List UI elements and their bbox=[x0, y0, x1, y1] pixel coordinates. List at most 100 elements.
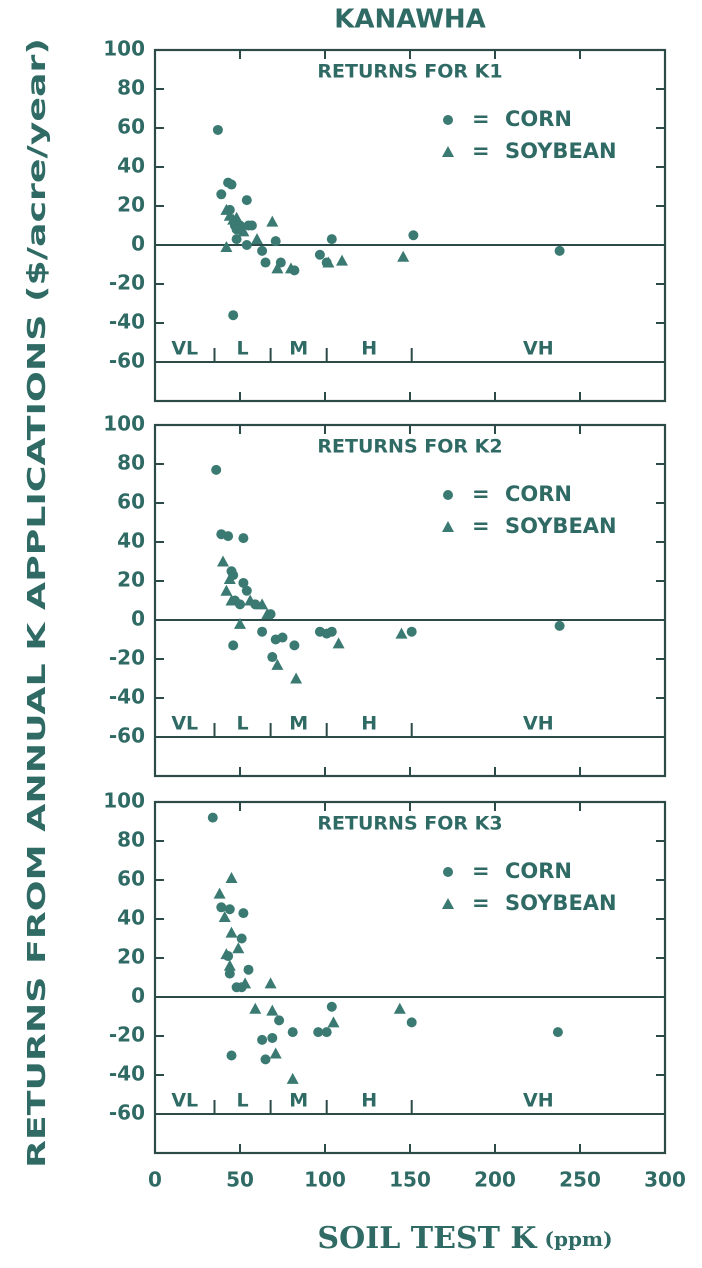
soybean-point bbox=[271, 262, 284, 274]
soybean-point bbox=[251, 233, 263, 245]
corn-point bbox=[406, 1017, 417, 1028]
soybean-point bbox=[225, 594, 238, 606]
soybean-point bbox=[220, 240, 233, 252]
soybean-point bbox=[269, 1047, 282, 1059]
soybean-point bbox=[266, 215, 279, 227]
soil-class-label: H bbox=[361, 1090, 377, 1112]
corn-point bbox=[212, 124, 223, 135]
y-tick-label: 100 bbox=[103, 789, 145, 813]
corn-point bbox=[260, 257, 271, 268]
corn-point bbox=[241, 240, 252, 250]
panel-title: RETURNS FOR K3 bbox=[317, 813, 502, 835]
soil-class-label: L bbox=[236, 713, 248, 735]
y-tick-label: 100 bbox=[103, 412, 145, 436]
x-tick-label: 200 bbox=[474, 1168, 516, 1192]
soil-class-label: M bbox=[289, 1090, 308, 1112]
y-tick-label: 80 bbox=[117, 451, 145, 475]
legend-label: SOYBEAN bbox=[505, 891, 617, 915]
legend-label: CORN bbox=[505, 482, 572, 506]
corn-point bbox=[211, 464, 222, 475]
y-tick-label: 0 bbox=[131, 607, 145, 631]
soybean-point bbox=[239, 977, 252, 989]
soybean-point bbox=[332, 637, 345, 649]
soybean-point bbox=[225, 872, 238, 884]
corn-point bbox=[224, 968, 235, 979]
corn-point bbox=[277, 632, 288, 643]
soybean-point bbox=[232, 942, 245, 954]
soybean-point bbox=[225, 926, 238, 938]
soybean-point bbox=[217, 555, 229, 567]
y-tick-label: -40 bbox=[109, 1062, 145, 1086]
panel-title: RETURNS FOR K2 bbox=[317, 436, 502, 458]
corn-point bbox=[326, 1001, 337, 1012]
y-tick-label: 0 bbox=[131, 984, 145, 1008]
corn-point bbox=[228, 640, 239, 651]
legend-separator: = bbox=[472, 107, 490, 131]
soybean-point bbox=[290, 672, 303, 684]
corn-point bbox=[235, 599, 245, 610]
legend-marker bbox=[442, 521, 454, 532]
x-axis-label: SOIL TEST K (ppm) bbox=[317, 1221, 612, 1256]
corn-point bbox=[406, 626, 417, 637]
soybean-point bbox=[261, 608, 274, 620]
soybean-point bbox=[322, 256, 335, 268]
legend-marker bbox=[442, 898, 454, 909]
corn-point bbox=[552, 1027, 563, 1038]
corn-point bbox=[267, 1032, 278, 1043]
corn-point bbox=[274, 1015, 285, 1026]
x-tick-label: 150 bbox=[389, 1168, 431, 1192]
corn-point bbox=[554, 245, 565, 256]
corn-point bbox=[314, 249, 325, 260]
soybean-point bbox=[336, 254, 348, 266]
corn-point bbox=[226, 179, 237, 190]
x-tick-label: 50 bbox=[226, 1168, 254, 1192]
x-tick-label: 100 bbox=[304, 1168, 346, 1192]
legend-marker bbox=[443, 490, 453, 500]
corn-point bbox=[226, 1050, 237, 1061]
corn-point bbox=[241, 585, 252, 596]
y-tick-label: 60 bbox=[117, 115, 145, 139]
soil-class-label: VH bbox=[523, 1090, 554, 1112]
corn-point bbox=[241, 195, 252, 206]
y-tick-label: -60 bbox=[109, 1101, 145, 1125]
soybean-point bbox=[220, 948, 233, 960]
legend-marker bbox=[443, 867, 453, 877]
soybean-point bbox=[256, 598, 269, 610]
soybean-point bbox=[395, 627, 408, 639]
legend-label: CORN bbox=[505, 859, 572, 883]
soybean-point bbox=[286, 1072, 299, 1084]
soil-class-label: H bbox=[361, 713, 377, 735]
legend-separator: = bbox=[472, 139, 490, 163]
y-tick-label: 80 bbox=[117, 828, 145, 852]
y-tick-label: 60 bbox=[117, 490, 145, 514]
soybean-point bbox=[264, 977, 277, 989]
corn-point bbox=[289, 640, 300, 651]
soybean-point bbox=[230, 211, 243, 223]
y-tick-label: -20 bbox=[109, 1023, 145, 1047]
soil-class-label: VL bbox=[171, 713, 198, 735]
y-tick-label: -20 bbox=[109, 646, 145, 670]
soil-class-label: L bbox=[236, 338, 248, 360]
corn-point bbox=[267, 652, 278, 663]
y-tick-label: 60 bbox=[117, 867, 145, 891]
y-tick-label: -60 bbox=[109, 349, 145, 373]
corn-point bbox=[236, 933, 247, 944]
corn-point bbox=[554, 620, 565, 631]
soil-class-label: VL bbox=[171, 1090, 198, 1112]
soybean-point bbox=[223, 573, 236, 585]
corn-point bbox=[216, 902, 227, 913]
soybean-point bbox=[220, 584, 233, 596]
corn-point bbox=[231, 234, 242, 245]
panel-title: RETURNS FOR K1 bbox=[317, 61, 502, 83]
y-tick-label: 20 bbox=[117, 568, 145, 592]
corn-point bbox=[223, 531, 234, 542]
corn-point bbox=[231, 224, 242, 235]
main-title: KANAWHA bbox=[334, 5, 486, 35]
soybean-point bbox=[237, 225, 250, 237]
legend-label: CORN bbox=[505, 107, 572, 131]
legend-separator: = bbox=[472, 891, 490, 915]
soybean-point bbox=[397, 250, 410, 262]
corn-point bbox=[257, 245, 268, 256]
y-tick-label: 0 bbox=[131, 232, 145, 256]
